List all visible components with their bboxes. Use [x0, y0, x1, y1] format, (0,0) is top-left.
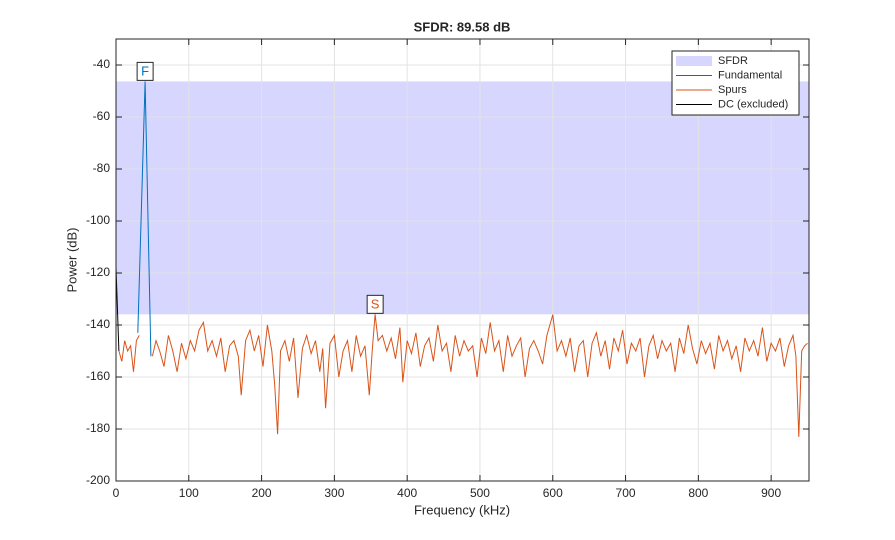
y-tick-label: -60: [93, 109, 111, 123]
annotation-box: [136, 61, 154, 81]
x-tick-label: 900: [761, 486, 781, 500]
y-tick-label: -120: [86, 265, 110, 279]
x-tick-label: 300: [324, 486, 344, 500]
series-line: [137, 81, 152, 357]
y-tick-label: -160: [86, 369, 110, 383]
y-tick-label: -100: [86, 213, 110, 227]
y-tick-label: -200: [86, 473, 110, 487]
y-tick-label: -180: [86, 421, 110, 435]
x-tick-label: 200: [252, 486, 272, 500]
y-tick-label: -80: [93, 161, 111, 175]
x-tick-label: 400: [397, 486, 417, 500]
sfdr-band: [116, 81, 809, 315]
legend-label: DC (excluded): [718, 98, 788, 110]
legend-label: Fundamental: [718, 69, 782, 81]
x-tick-label: 100: [179, 486, 199, 500]
annotation-label: F: [141, 63, 149, 78]
annotation-label: S: [371, 296, 380, 311]
x-axis-label: Frequency (kHz): [414, 502, 510, 517]
series-line: [118, 314, 808, 437]
legend-label: Spurs: [718, 84, 747, 96]
axes-box: [115, 38, 810, 482]
y-tick-label: -40: [93, 57, 111, 71]
chart-title: SFDR: 89.58 dB: [414, 19, 511, 34]
annotation-box: [366, 294, 384, 314]
legend-label: SFDR: [718, 55, 748, 67]
legend-swatch: [676, 56, 712, 66]
x-tick-label: 0: [113, 486, 120, 500]
x-tick-label: 700: [616, 486, 636, 500]
x-tick-label: 800: [688, 486, 708, 500]
x-tick-label: 500: [470, 486, 490, 500]
x-tick-label: 600: [543, 486, 563, 500]
y-tick-label: -140: [86, 317, 110, 331]
y-axis-label: Power (dB): [64, 227, 79, 292]
